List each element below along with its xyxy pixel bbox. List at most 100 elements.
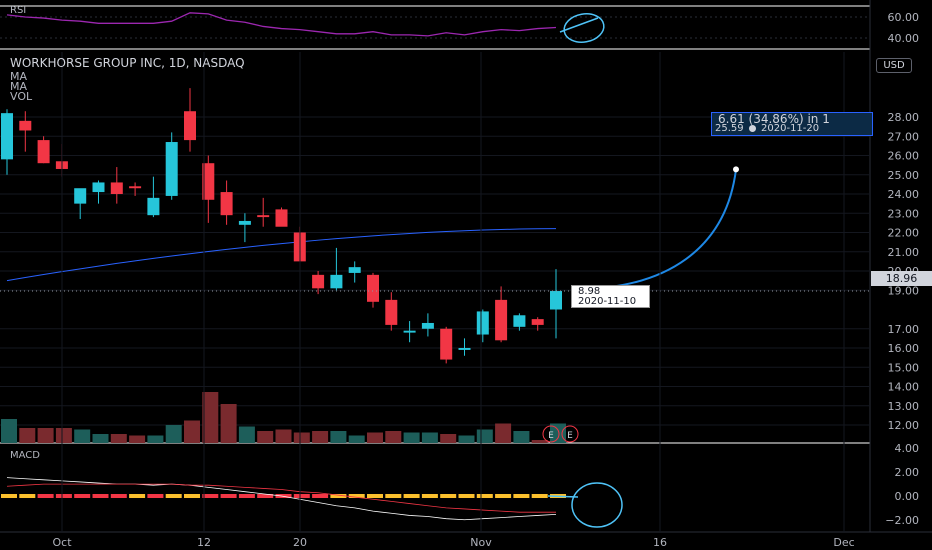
volume-bar <box>165 425 182 443</box>
moving-average-line <box>6 228 557 282</box>
indicator-ma-1[interactable]: MA <box>10 70 28 83</box>
volume-bar <box>257 431 274 443</box>
rsi-tick-label: 60.00 <box>888 11 920 24</box>
macd-histogram-bar <box>74 494 91 498</box>
macd-histogram-bar <box>403 494 420 498</box>
candle-body[interactable] <box>92 182 105 193</box>
time-tick-label: 12 <box>197 536 211 549</box>
candle-body[interactable] <box>1 113 13 160</box>
volume-bar <box>330 431 347 443</box>
price-tick-label: 21.00 <box>888 246 920 259</box>
currency-button[interactable]: USD <box>876 58 912 73</box>
candle-body[interactable] <box>165 142 178 196</box>
volume-bar <box>37 428 54 443</box>
candle-body[interactable] <box>129 186 142 189</box>
macd-tick-label: 2.00 <box>895 466 920 479</box>
candle-body[interactable] <box>238 220 251 225</box>
volume-bar <box>19 428 36 443</box>
volume-bar <box>220 404 237 443</box>
macd-histogram-bar <box>147 494 164 498</box>
macd-histogram-bar <box>202 494 219 498</box>
candle-body[interactable] <box>184 111 196 141</box>
candle-body[interactable] <box>220 192 233 216</box>
time-tick-label: Oct <box>52 536 72 549</box>
last-price-tag: 18.96 <box>871 271 932 286</box>
candle-body[interactable] <box>74 188 87 204</box>
macd-histogram-bar <box>421 494 438 498</box>
macd-histogram-bar <box>476 494 493 498</box>
indicator-ma-2[interactable]: MA <box>10 80 28 93</box>
candle-body[interactable] <box>495 299 508 341</box>
macd-histogram-bar <box>348 494 365 498</box>
clock-icon <box>748 124 756 132</box>
candle-body[interactable] <box>312 274 325 289</box>
candle-body[interactable] <box>531 319 544 325</box>
macd-histogram-bar <box>184 494 200 498</box>
candle-body[interactable] <box>550 291 562 310</box>
volume-bar <box>513 431 530 443</box>
rsi-line <box>6 12 557 37</box>
earnings-marker-label: E <box>567 431 573 441</box>
candle-body[interactable] <box>385 299 398 325</box>
price-tick-label: 19.00 <box>888 284 920 297</box>
price-tick-label: 15.00 <box>888 361 920 374</box>
note-date: 2020-11-10 <box>578 296 637 307</box>
signal-line <box>6 483 556 513</box>
volume-bar <box>129 435 146 443</box>
macd-tick-label: −2.00 <box>885 514 919 527</box>
projection-end-dot[interactable] <box>733 166 739 173</box>
candle-body[interactable] <box>403 330 416 333</box>
earnings-marker[interactable] <box>542 425 560 443</box>
candle-body[interactable] <box>110 182 123 194</box>
candle-body[interactable] <box>257 215 270 218</box>
note-price: 8.98 <box>578 286 601 297</box>
candle-body[interactable] <box>19 120 32 131</box>
candle-body[interactable] <box>458 348 471 350</box>
projection-label[interactable]: 6.61 (34.86%) in 1 25.59 2020-11-20 <box>711 112 873 136</box>
macd-histogram-bar <box>440 494 457 498</box>
macd-tick-label: 0.00 <box>895 490 920 503</box>
rsi-label: RSI <box>10 5 27 16</box>
candle-body[interactable] <box>367 274 379 302</box>
candle-body[interactable] <box>421 322 434 329</box>
macd-histogram-bar <box>257 494 274 498</box>
price-tick-label: 14.00 <box>888 381 920 394</box>
macd-annotation-circle <box>571 482 623 528</box>
candle-body[interactable] <box>330 274 343 289</box>
projection-target: 25.59 2020-11-20 <box>715 123 819 134</box>
volume-bar <box>458 435 475 443</box>
candle-body[interactable] <box>275 209 288 227</box>
volume-bar <box>403 432 420 443</box>
candle-body[interactable] <box>476 311 489 335</box>
volume-bar <box>184 420 200 443</box>
candle-body[interactable] <box>37 140 50 164</box>
candle-body[interactable] <box>147 197 160 216</box>
macd-histogram-bar <box>19 494 36 498</box>
volume-bar <box>293 432 310 443</box>
volume-bar <box>202 392 219 443</box>
candle-body[interactable] <box>202 163 215 200</box>
volume-bar <box>440 434 457 443</box>
macd-histogram-bar <box>330 494 347 498</box>
macd-tick-label: 4.00 <box>895 442 920 455</box>
chart-title: WORKHORSE GROUP INC, 1D, NASDAQ <box>10 56 245 70</box>
macd-histogram-bar <box>367 494 383 498</box>
indicator-vol[interactable]: VOL <box>10 90 33 103</box>
volume-bar <box>476 429 493 443</box>
volume-bar <box>312 431 329 443</box>
candle-body[interactable] <box>440 328 453 360</box>
price-tick-label: 28.00 <box>888 111 920 124</box>
price-tick-label: 13.00 <box>888 400 920 413</box>
candle-body[interactable] <box>513 315 526 327</box>
earnings-marker[interactable] <box>561 425 579 443</box>
candle-body[interactable] <box>348 267 361 273</box>
macd-histogram-bar <box>92 494 109 498</box>
price-note[interactable]: 8.98 2020-11-10 <box>571 285 650 308</box>
macd-histogram-bar <box>238 494 255 498</box>
price-tick-label: 24.00 <box>888 188 920 201</box>
volume-bar <box>147 435 164 443</box>
price-tick-label: 23.00 <box>888 207 920 220</box>
volume-bar <box>275 429 292 443</box>
price-tick-label: 25.00 <box>888 169 920 182</box>
